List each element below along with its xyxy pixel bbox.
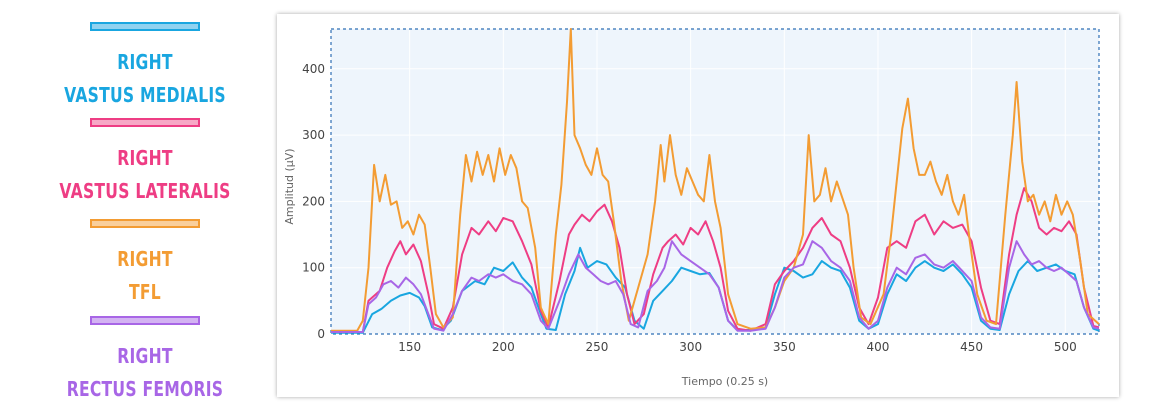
x-tick-label: 500 bbox=[1054, 340, 1077, 354]
legend-swatch bbox=[90, 118, 200, 127]
y-tick-label: 0 bbox=[317, 327, 325, 341]
legend-item-tfl: RIGHT TFL bbox=[0, 219, 290, 309]
legend-item-vastus-lateralis: RIGHT VASTUS LATERALIS bbox=[0, 118, 290, 208]
x-tick-label: 450 bbox=[960, 340, 983, 354]
x-tick-label: 400 bbox=[867, 340, 890, 354]
legend-label: RIGHT RECTUS FEMORIS bbox=[66, 344, 224, 401]
x-axis-title: Tiempo (0.25 s) bbox=[681, 375, 768, 388]
plot-area bbox=[331, 29, 1099, 334]
y-tick-label: 400 bbox=[302, 62, 325, 76]
plot-frame bbox=[330, 28, 1100, 335]
y-tick-label: 100 bbox=[302, 261, 325, 275]
x-tick-label: 250 bbox=[586, 340, 609, 354]
x-tick-label: 350 bbox=[773, 340, 796, 354]
legend-swatch bbox=[90, 219, 200, 228]
y-axis-title: Amplitud (µV) bbox=[283, 148, 296, 224]
legend-label: RIGHT VASTUS MEDIALIS bbox=[64, 50, 226, 107]
series-line bbox=[331, 187, 1100, 333]
legend-label: RIGHT TFL bbox=[117, 247, 173, 304]
legend-swatch bbox=[90, 316, 200, 325]
legend-item-vastus-medialis: RIGHT VASTUS MEDIALIS bbox=[0, 22, 290, 112]
x-tick-label: 150 bbox=[398, 340, 421, 354]
series-line bbox=[331, 240, 1100, 333]
x-tick-label: 200 bbox=[492, 340, 515, 354]
emg-line-chart: 0 100 200 300 400 150 200 250 300 350 400 450 500 Tie… bbox=[283, 28, 1100, 388]
chart-panel: 0 100 200 300 400 150 200 250 300 350 400 450 500 Tie… bbox=[277, 14, 1119, 397]
series-line bbox=[331, 28, 1100, 332]
legend-item-rectus-femoris: RIGHT RECTUS FEMORIS bbox=[0, 316, 290, 406]
y-tick-label: 300 bbox=[302, 128, 325, 142]
x-tick-label: 300 bbox=[679, 340, 702, 354]
y-tick-label: 200 bbox=[302, 194, 325, 208]
legend-swatch bbox=[90, 22, 200, 31]
legend: RIGHT VASTUS MEDIALIS RIGHT VASTUS LATERAL… bbox=[0, 0, 290, 416]
legend-label: RIGHT VASTUS LATERALIS bbox=[59, 146, 231, 203]
